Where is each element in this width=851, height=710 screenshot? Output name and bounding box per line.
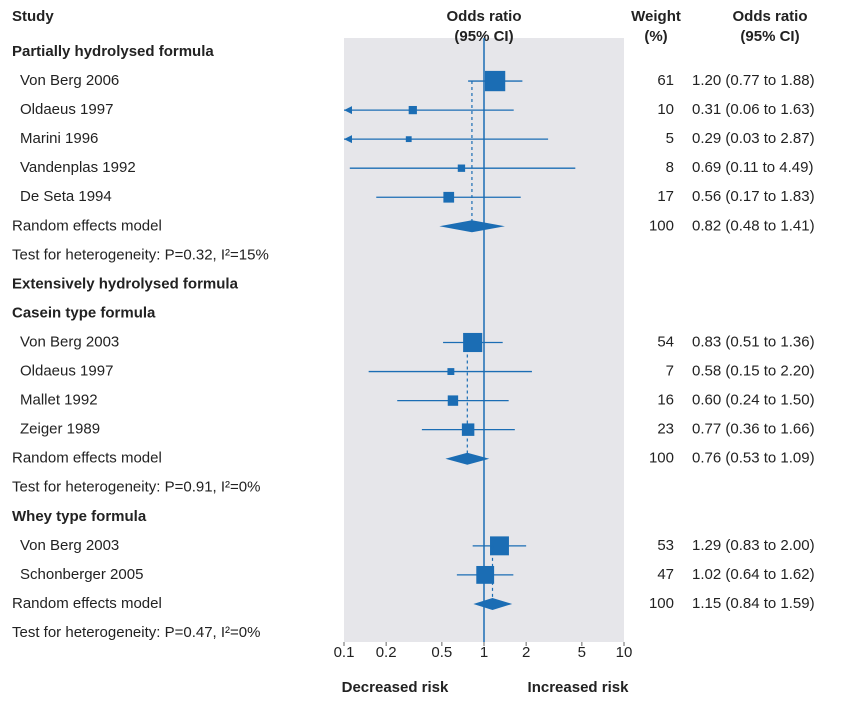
weight: 100: [649, 450, 674, 467]
plot-header: (95% CI): [454, 28, 513, 45]
study-label: Von Berg 2003: [20, 333, 119, 350]
study-square: [457, 164, 466, 172]
x-tick-label: 2: [522, 644, 530, 661]
x-tick-label: 0.2: [376, 644, 397, 661]
ci-label: 1.02 (0.64 to 1.62): [692, 566, 815, 583]
x-label-left: Decreased risk: [342, 679, 449, 696]
weight-header: Weight: [631, 8, 681, 25]
study-label: Marini 1996: [20, 130, 98, 147]
study-label: Von Berg 2006: [20, 72, 119, 89]
weight: 8: [666, 159, 674, 176]
ci-label: 0.31 (0.06 to 1.63): [692, 101, 815, 118]
group-heading: Whey type formula: [12, 508, 147, 525]
weight: 100: [649, 217, 674, 234]
weight: 5: [666, 130, 674, 147]
pooled-label: Random effects model: [12, 595, 162, 612]
arrow: [344, 135, 352, 144]
ci-label: 1.29 (0.83 to 2.00): [692, 537, 815, 554]
ci-label: 0.58 (0.15 to 2.20): [692, 363, 815, 380]
heterogeneity-note: Test for heterogeneity: P=0.91, I²=0%: [12, 479, 260, 496]
study-label: Schonberger 2005: [20, 566, 143, 583]
ci-header: Odds ratio: [732, 8, 807, 25]
ci-header: (95% CI): [740, 28, 799, 45]
ci-label: 1.15 (0.84 to 1.59): [692, 595, 815, 612]
study-header: Study: [12, 8, 54, 25]
study-square: [447, 395, 459, 406]
weight: 17: [657, 188, 674, 205]
pooled-diamond: [445, 452, 490, 465]
study-label: Von Berg 2003: [20, 537, 119, 554]
ci-label: 1.20 (0.77 to 1.88): [692, 72, 815, 89]
weight: 61: [657, 72, 674, 89]
pooled-diamond: [473, 597, 513, 610]
plot-header: Odds ratio: [446, 8, 521, 25]
study-square: [463, 332, 483, 353]
heterogeneity-note: Test for heterogeneity: P=0.32, I²=15%: [12, 246, 269, 263]
study-label: Vandenplas 1992: [20, 159, 136, 176]
weight: 53: [657, 537, 674, 554]
ci-label: 0.69 (0.11 to 4.49): [692, 159, 813, 176]
study-square: [443, 191, 455, 203]
pooled-diamond: [439, 220, 505, 233]
weight: 10: [657, 101, 674, 118]
x-tick-label: 10: [616, 644, 633, 661]
study-square: [447, 368, 455, 375]
weight: 47: [657, 566, 674, 583]
x-tick-label: 5: [578, 644, 586, 661]
group-heading: Extensively hydrolysed formula: [12, 275, 239, 292]
study-label: Oldaeus 1997: [20, 101, 113, 118]
pooled-label: Random effects model: [12, 450, 162, 467]
study-label: Mallet 1992: [20, 392, 98, 409]
heterogeneity-note: Test for heterogeneity: P=0.47, I²=0%: [12, 624, 260, 641]
ci-label: 0.60 (0.24 to 1.50): [692, 392, 815, 409]
weight-header: (%): [644, 28, 667, 45]
x-tick-label: 0.1: [334, 644, 355, 661]
x-tick-label: 1: [480, 644, 488, 661]
pooled-label: Random effects model: [12, 217, 162, 234]
x-label-right: Increased risk: [528, 679, 630, 696]
study-label: De Seta 1994: [20, 188, 112, 205]
ci-label: 0.76 (0.53 to 1.09): [692, 450, 815, 467]
ci-label: 0.77 (0.36 to 1.66): [692, 421, 815, 438]
study-label: Zeiger 1989: [20, 421, 100, 438]
ci-label: 0.82 (0.48 to 1.41): [692, 217, 815, 234]
weight: 100: [649, 595, 674, 612]
study-square: [461, 423, 475, 436]
weight: 7: [666, 363, 674, 380]
study-square: [490, 536, 509, 556]
study-square: [476, 565, 495, 584]
group-heading: Casein type formula: [12, 304, 156, 321]
study-square: [484, 70, 506, 92]
ci-label: 0.56 (0.17 to 1.83): [692, 188, 815, 205]
study-square: [408, 105, 417, 115]
study-label: Oldaeus 1997: [20, 363, 113, 380]
weight: 23: [657, 421, 674, 438]
study-square: [405, 136, 412, 143]
x-tick-label: 0.5: [431, 644, 452, 661]
weight: 16: [657, 392, 674, 409]
ci-label: 0.83 (0.51 to 1.36): [692, 333, 815, 350]
weight: 54: [657, 333, 674, 350]
arrow: [344, 106, 352, 115]
ci-label: 0.29 (0.03 to 2.87): [692, 130, 815, 147]
group-heading: Partially hydrolysed formula: [12, 43, 214, 60]
